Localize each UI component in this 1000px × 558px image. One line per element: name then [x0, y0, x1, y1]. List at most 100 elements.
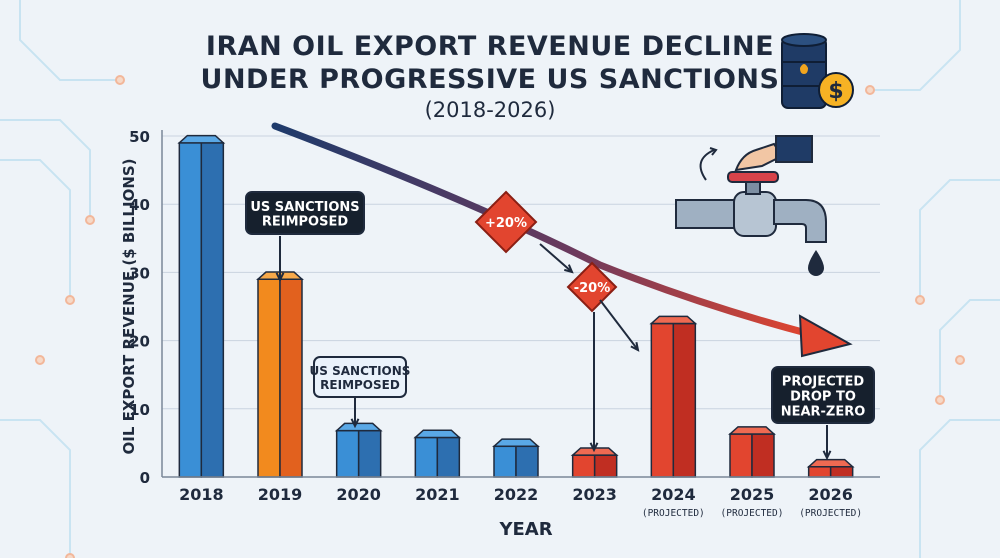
x-tick-label: 2023	[572, 485, 617, 504]
bar-2023	[570, 447, 619, 478]
annotation-diamond: +20%	[474, 190, 538, 254]
bar-2022	[492, 438, 540, 478]
x-tick-sublabel: (PROJECTED)	[721, 508, 784, 519]
bar-top	[492, 438, 540, 448]
bar-front	[807, 466, 832, 478]
annotation-line: DROP TO	[790, 390, 856, 405]
bar-top	[649, 315, 698, 325]
x-tick-label: 2021	[415, 485, 460, 504]
x-tick-label: 2019	[258, 485, 303, 504]
annotation-arrow-head	[275, 272, 285, 283]
annotation-line: REIMPOSED	[320, 378, 400, 392]
annotation-line: US SANCTIONS	[310, 364, 411, 378]
diamond-shape	[566, 261, 618, 313]
y-tick-label: 20	[129, 333, 150, 351]
annotation-box: US SANCTIONS REIMPOSED	[245, 191, 365, 235]
y-tick-label: 30	[129, 264, 150, 282]
x-tick-label: 2026	[808, 485, 853, 504]
title-line-2: UNDER PROGRESSIVE US SANCTIONS	[200, 64, 780, 95]
bar-2025	[728, 426, 776, 478]
title-line-1: IRAN OIL EXPORT REVENUE DECLINE	[205, 31, 775, 62]
bar-front	[257, 278, 281, 478]
bar-side	[436, 436, 461, 478]
bars-layer	[177, 134, 855, 478]
oil-barrel-dollar-icon: $	[781, 33, 854, 109]
bar-top	[334, 422, 383, 432]
x-tick-label: 2022	[494, 485, 539, 504]
annotation-line: NEAR-ZERO	[781, 405, 866, 420]
annotation-arrow-head	[822, 450, 832, 461]
trend-arrow-head	[798, 314, 853, 358]
y-tick-label: 10	[129, 401, 150, 419]
x-tick-label: 2018	[179, 485, 224, 504]
bar-top	[177, 134, 226, 144]
title-block: IRAN OIL EXPORT REVENUE DECLINE UNDER PR…	[180, 30, 800, 122]
bar-front	[178, 142, 203, 478]
y-axis-label: OIL EXPORT REVENUE ($ BILLIONS)	[120, 158, 138, 454]
annotation-bg	[245, 191, 365, 235]
bar-side	[279, 278, 303, 478]
y-tick-label: 0	[140, 469, 150, 487]
subtitle: (2018-2026)	[424, 98, 556, 122]
annotation-text: PROJECTED DROP TO NEAR-ZERO	[781, 375, 866, 420]
x-tick-sublabel: (PROJECTED)	[799, 508, 862, 519]
bar-2019	[256, 271, 304, 478]
trend-layer	[271, 122, 853, 358]
y-tick-label: 50	[129, 128, 150, 146]
bar-2018	[177, 134, 226, 478]
bar-2024	[649, 315, 698, 478]
annotation-line: REIMPOSED	[262, 215, 348, 230]
bar-side	[829, 466, 854, 478]
bar-side	[751, 433, 775, 478]
annotation-line: US SANCTIONS	[250, 200, 359, 215]
annotation-line: PROJECTED	[782, 375, 865, 390]
x-tick-label: 2024	[651, 485, 696, 504]
circuit-nodes	[35, 75, 965, 558]
annotation-arrow-head	[630, 341, 640, 352]
diamond-shape	[474, 190, 538, 254]
bar-2026	[806, 458, 855, 478]
annotation-arrow	[539, 243, 573, 273]
bar-front	[729, 433, 753, 478]
trend-arrow-line	[271, 122, 814, 338]
annotation-arrow	[599, 299, 639, 351]
bar-top	[413, 429, 462, 439]
axes-layer: 0 10 20 30 40 50 OIL EXPORT REVENUE ($ BILLION…	[120, 128, 880, 540]
bar-front	[650, 322, 675, 478]
bar-top	[728, 426, 776, 435]
y-tick-label: 40	[129, 196, 150, 214]
bar-front	[493, 445, 517, 478]
bar-top	[570, 447, 619, 456]
bar-side	[672, 322, 697, 478]
bar-side	[357, 429, 382, 478]
bar-front	[571, 454, 596, 478]
diamond-text: -20%	[574, 281, 611, 296]
bar-side	[200, 142, 225, 478]
bar-side	[593, 454, 618, 478]
x-tick-label: 2020	[336, 485, 381, 504]
bar-front	[414, 436, 439, 478]
bar-top	[806, 458, 855, 468]
svg-text:$: $	[828, 79, 843, 104]
annotation-text: US SANCTIONS REIMPOSED	[310, 364, 411, 392]
annotation-bg	[313, 356, 407, 398]
annotation-arrow-head	[589, 442, 599, 453]
annotation-arrow-head	[564, 264, 574, 274]
x-tick-sublabel: (PROJECTED)	[642, 508, 705, 519]
annotation-arrow-head	[350, 418, 360, 429]
annotation-box: PROJECTED DROP TO NEAR-ZERO	[771, 366, 875, 424]
bar-front	[335, 429, 360, 478]
x-tick-label: 2025	[730, 485, 775, 504]
bar-2021	[413, 429, 462, 478]
x-axis-label: YEAR	[498, 519, 552, 540]
annotation-text: US SANCTIONS REIMPOSED	[250, 200, 359, 230]
annotation-bg	[771, 366, 875, 424]
bar-side	[515, 445, 539, 478]
annotation-box: US SANCTIONS REIMPOSED	[310, 356, 411, 398]
annotation-diamond: -20%	[566, 261, 618, 313]
diamond-text: +20%	[485, 216, 527, 231]
faucet-with-drip-icon	[675, 135, 827, 276]
